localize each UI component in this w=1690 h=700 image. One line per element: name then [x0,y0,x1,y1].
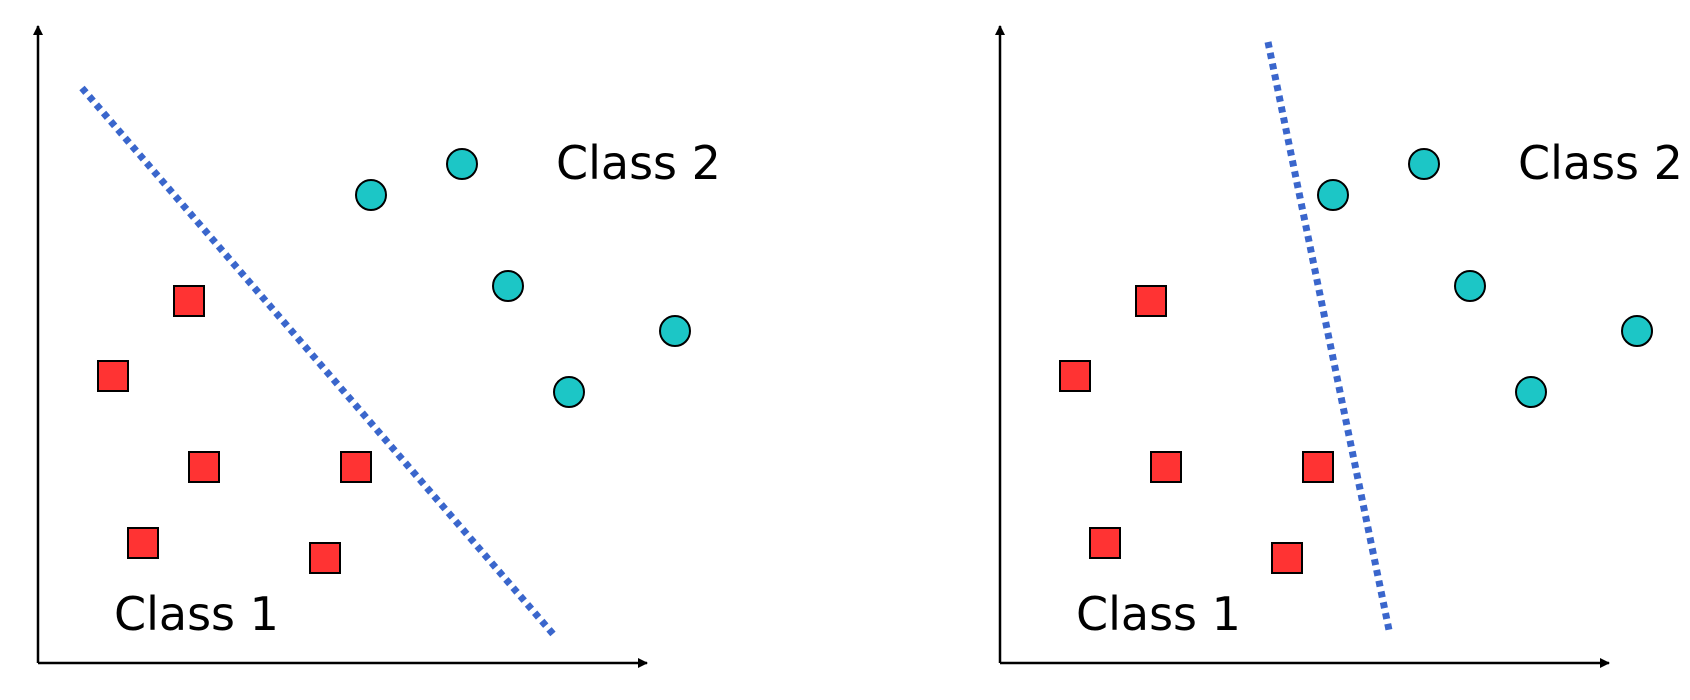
panel-2-decision-boundary [1264,41,1393,631]
panel-2-teal-circle-icon [1408,148,1440,180]
panel-1-class-1-label: Class 1 [114,587,279,641]
panel-1-red-square-icon [173,285,205,317]
panel-2-class-2-points [1317,148,1653,408]
panel-1-red-square-icon [309,542,341,574]
panel-2-red-square-icon [1150,451,1182,483]
panel-1-red-square-icon [127,527,159,559]
panel-1-teal-circle-icon [355,179,387,211]
panel-1-teal-circle-icon [553,376,585,408]
panel-1-class-2-label: Class 2 [556,136,721,190]
panel-2-teal-circle-icon [1515,376,1547,408]
panel-2-red-square-icon [1089,527,1121,559]
panel-1-class-1-points [97,285,372,574]
panel-2-teal-circle-icon [1454,270,1486,302]
panel-2-red-square-icon [1059,360,1091,392]
panel-2-class-1-label: Class 1 [1076,587,1241,641]
panel-1-teal-circle-icon [446,148,478,180]
panel-1-red-square-icon [188,451,220,483]
panel-1-class-2-points [355,148,691,408]
panel-2-teal-circle-icon [1317,179,1349,211]
panel-1-teal-circle-icon [659,315,691,347]
panel-2-teal-circle-icon [1621,315,1653,347]
panel-1: Class 1 Class 2 [33,25,721,668]
panel-2-red-square-icon [1271,542,1303,574]
panel-1-red-square-icon [340,451,372,483]
panel-1-teal-circle-icon [492,270,524,302]
panel-2: Class 1 Class 2 [995,25,1683,668]
panel-1-red-square-icon [97,360,129,392]
panel-2-red-square-icon [1135,285,1167,317]
panel-2-class-2-label: Class 2 [1518,136,1683,190]
panel-2-red-square-icon [1302,451,1334,483]
panel-2-class-1-points [1059,285,1334,574]
